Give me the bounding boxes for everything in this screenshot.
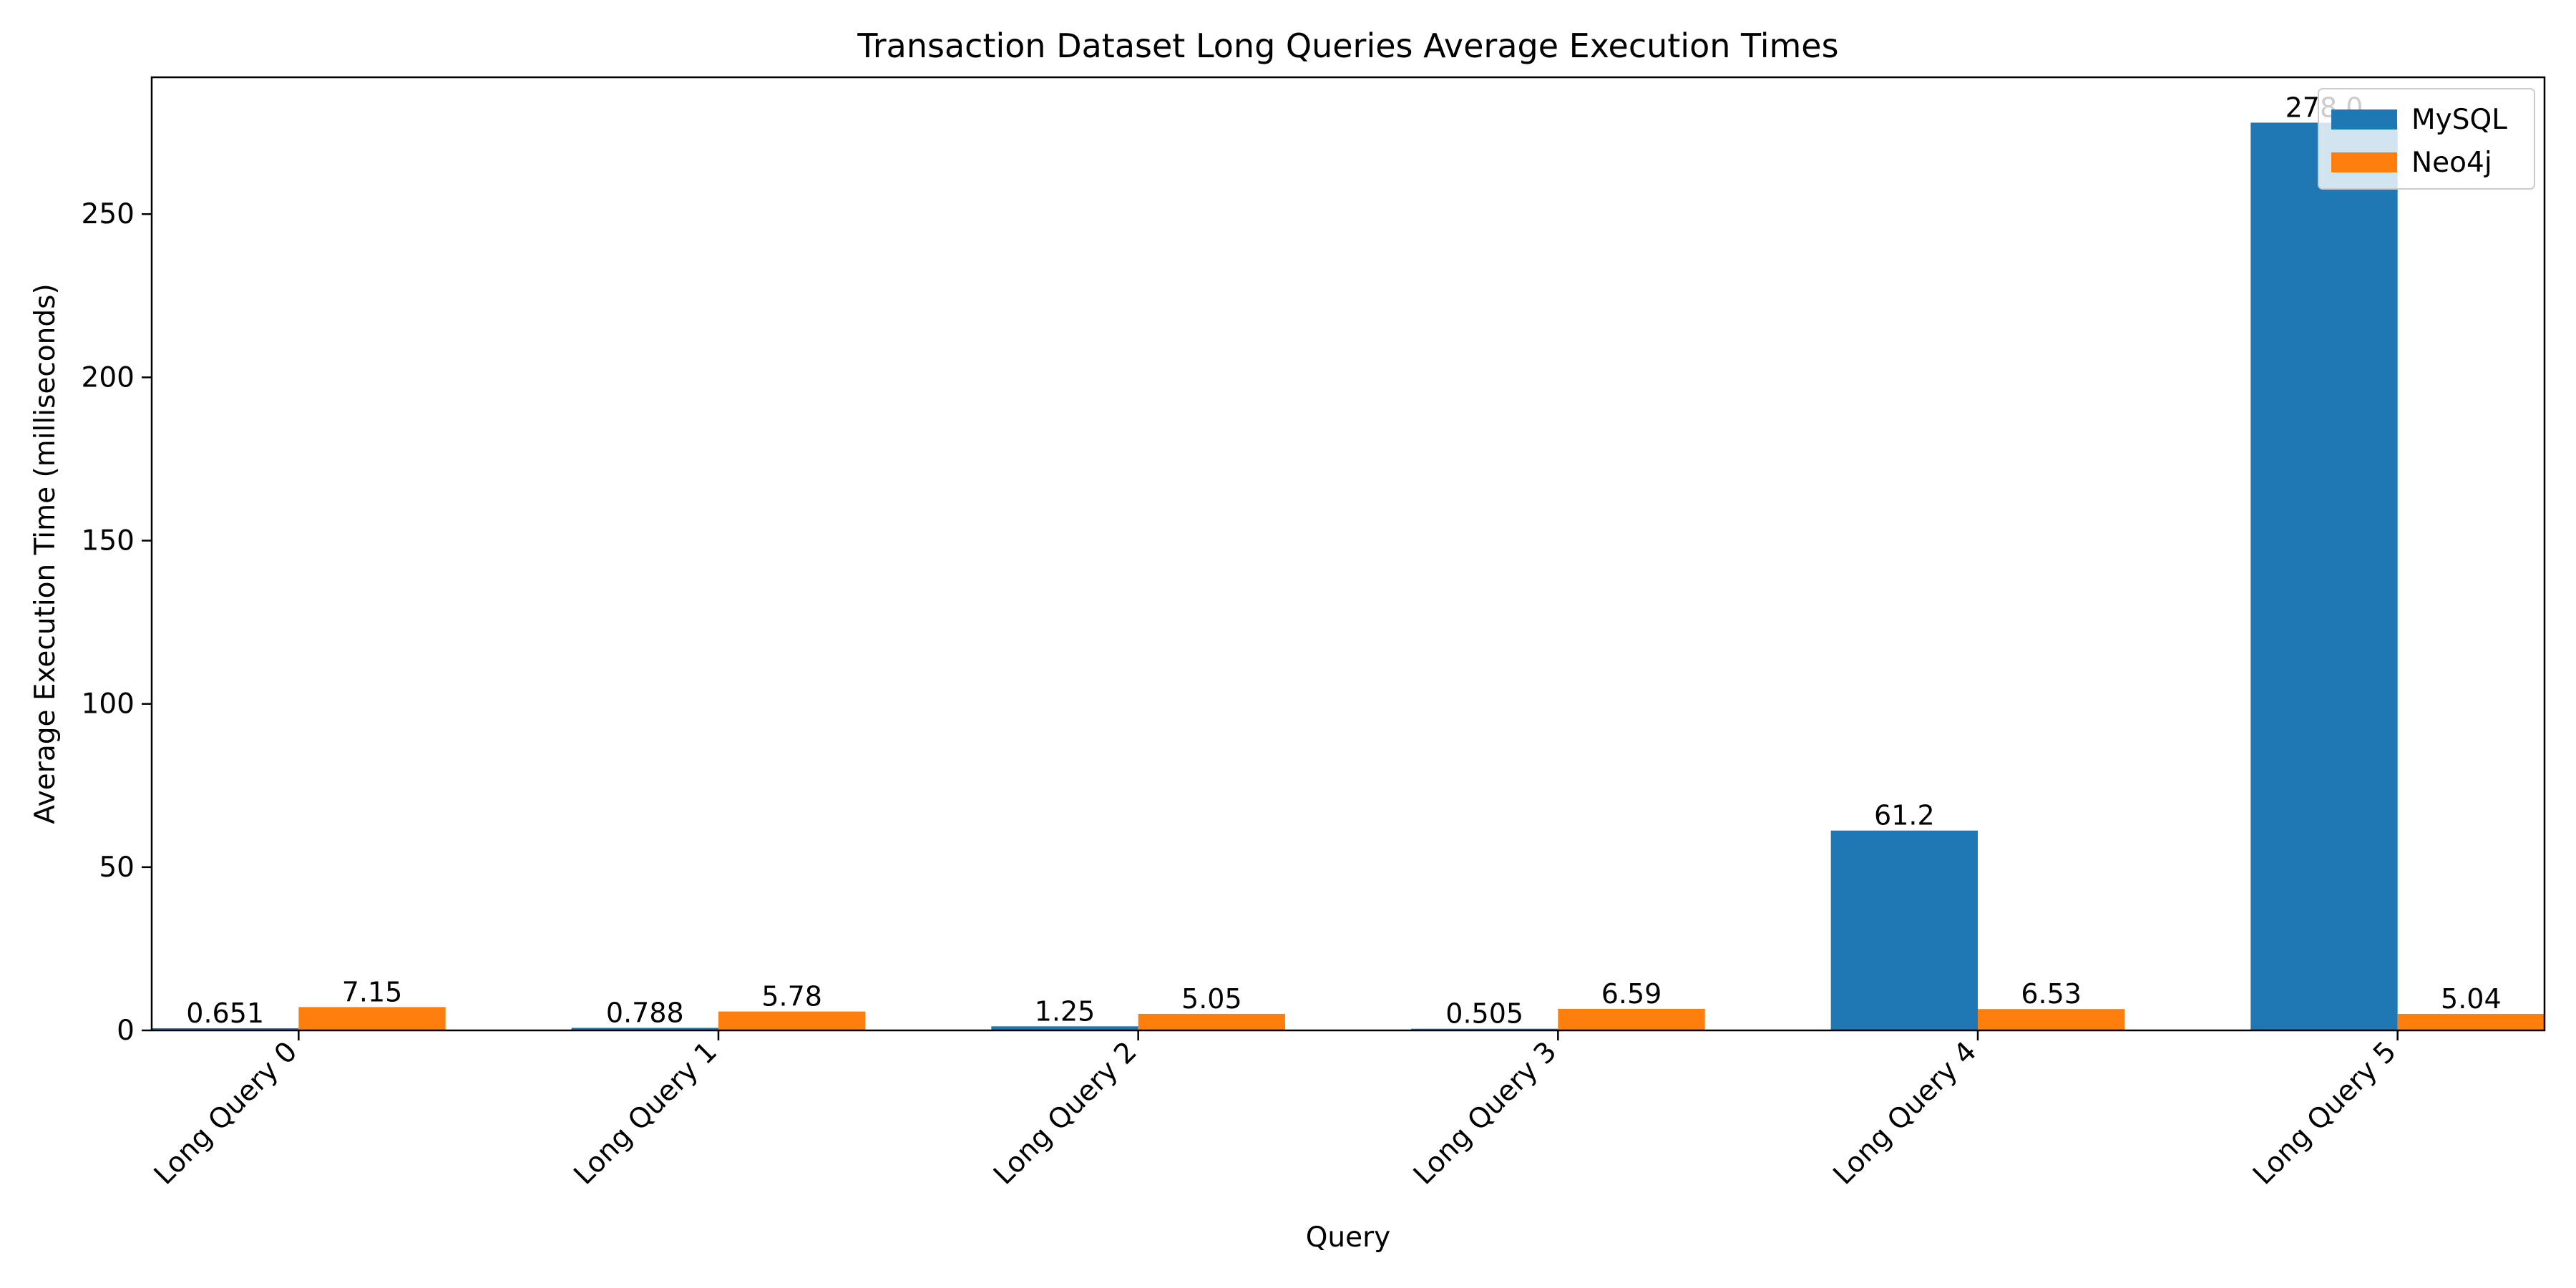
bar-neo4j-long-query-4 xyxy=(1978,1009,2125,1030)
legend-swatch-mysql xyxy=(2331,109,2397,130)
data-label-neo4j-long-query-5: 5.04 xyxy=(2441,983,2502,1015)
legend-label-mysql: MySQL xyxy=(2411,104,2507,136)
chart-title: Transaction Dataset Long Queries Average… xyxy=(857,26,1838,65)
x-tick-label-long-query-1: Long Query 1 xyxy=(568,1035,723,1191)
y-axis-ticks: 0 50 100 150 200 250 xyxy=(82,198,152,1047)
bar-mysql-long-query-0 xyxy=(152,1028,299,1030)
y-tick-label: 200 xyxy=(82,361,135,394)
data-label-neo4j-long-query-0: 7.15 xyxy=(342,976,403,1008)
y-tick-label: 50 xyxy=(99,852,135,884)
y-tick-label: 100 xyxy=(82,688,135,721)
x-tick-label-long-query-5: Long Query 5 xyxy=(2247,1035,2402,1191)
data-label-mysql-long-query-0: 0.651 xyxy=(186,997,264,1029)
y-axis-label: Average Execution Time (milliseconds) xyxy=(29,283,62,824)
bar-neo4j-long-query-5 xyxy=(2397,1014,2545,1030)
bar-neo4j-long-query-3 xyxy=(1558,1008,1705,1030)
data-label-neo4j-long-query-3: 6.59 xyxy=(1601,978,1662,1010)
x-axis-ticks: Long Query 0 Long Query 1 Long Query 2 Long… xyxy=(148,1030,2403,1191)
bar-mysql-long-query-4 xyxy=(1830,830,1978,1030)
bar-neo4j-long-query-2 xyxy=(1138,1013,1285,1030)
bar-neo4j-long-query-1 xyxy=(718,1011,866,1030)
x-tick-label-long-query-4: Long Query 4 xyxy=(1828,1035,1983,1191)
data-label-mysql-long-query-1: 0.788 xyxy=(606,997,684,1028)
x-tick-label-long-query-3: Long Query 3 xyxy=(1407,1035,1563,1191)
bar-mysql-long-query-1 xyxy=(571,1028,718,1030)
legend-swatch-neo4j xyxy=(2331,152,2397,172)
x-tick-label-long-query-0: Long Query 0 xyxy=(148,1035,303,1191)
y-tick-label: 250 xyxy=(82,198,135,230)
bar-mysql-long-query-2 xyxy=(991,1026,1138,1030)
data-label-neo4j-long-query-1: 5.78 xyxy=(761,981,822,1013)
data-labels-layer: 0.6510.7881.250.50561.2278.07.155.785.05… xyxy=(186,92,2501,1029)
data-label-neo4j-long-query-2: 5.05 xyxy=(1181,983,1242,1015)
data-label-mysql-long-query-3: 0.505 xyxy=(1445,998,1523,1030)
y-tick-label: 150 xyxy=(82,525,135,557)
legend-label-neo4j: Neo4j xyxy=(2411,147,2492,179)
bars-layer xyxy=(152,122,2545,1030)
data-label-neo4j-long-query-4: 6.53 xyxy=(2021,978,2082,1010)
x-axis-label: Query xyxy=(1306,1221,1391,1254)
x-tick-label-long-query-2: Long Query 2 xyxy=(987,1035,1143,1191)
bar-mysql-long-query-5 xyxy=(2250,122,2398,1030)
data-label-mysql-long-query-4: 61.2 xyxy=(1874,800,1935,831)
legend: MySQL Neo4j xyxy=(2318,88,2535,190)
bar-neo4j-long-query-0 xyxy=(298,1007,446,1030)
data-label-mysql-long-query-2: 1.25 xyxy=(1035,995,1096,1027)
plot-frame xyxy=(150,76,2546,1032)
y-tick-label: 0 xyxy=(117,1015,135,1047)
